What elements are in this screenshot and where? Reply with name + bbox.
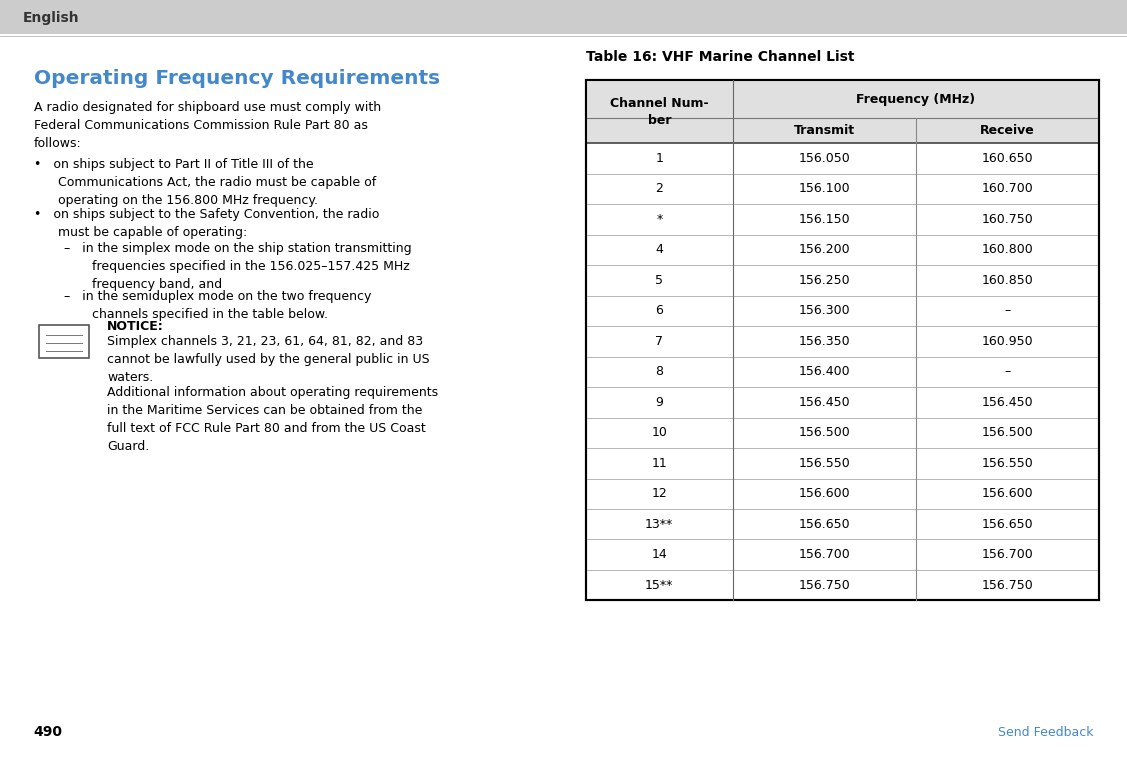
Text: 14: 14 [651, 548, 667, 562]
Bar [39, 325, 89, 358]
Text: 160.750: 160.750 [982, 213, 1033, 226]
Text: 11: 11 [651, 456, 667, 470]
Text: English: English [23, 11, 79, 24]
Text: Simplex channels 3, 21, 23, 61, 64, 81, 82, and 83
cannot be lawfully used by th: Simplex channels 3, 21, 23, 61, 64, 81, … [107, 335, 429, 384]
Text: Channel Num-
ber: Channel Num- ber [610, 97, 709, 126]
Bar [586, 80, 1099, 143]
Text: 156.500: 156.500 [799, 426, 850, 440]
Text: 156.100: 156.100 [799, 182, 850, 196]
Text: 15**: 15** [645, 578, 674, 592]
Text: 9: 9 [656, 395, 663, 409]
Text: 156.300: 156.300 [799, 304, 850, 318]
Text: 156.400: 156.400 [799, 365, 850, 379]
Text: 156.350: 156.350 [799, 335, 850, 348]
Text: •   on ships subject to Part II of Title III of the
      Communications Act, th: • on ships subject to Part II of Title I… [34, 158, 376, 207]
Text: 156.250: 156.250 [799, 274, 850, 287]
Text: 156.600: 156.600 [799, 487, 850, 501]
Text: 160.650: 160.650 [982, 152, 1033, 165]
Text: Transmit: Transmit [793, 124, 855, 137]
Text: 156.650: 156.650 [799, 517, 850, 531]
Text: 156.700: 156.700 [799, 548, 850, 562]
Text: 160.700: 160.700 [982, 182, 1033, 196]
Text: 156.500: 156.500 [982, 426, 1033, 440]
Text: 7: 7 [655, 335, 664, 348]
Bar [586, 80, 1099, 600]
Text: 156.450: 156.450 [982, 395, 1033, 409]
Text: NOTICE:: NOTICE: [107, 320, 163, 333]
Text: *: * [656, 213, 663, 226]
Text: Send Feedback: Send Feedback [997, 726, 1093, 739]
Text: 156.200: 156.200 [799, 243, 850, 257]
Text: Operating Frequency Requirements: Operating Frequency Requirements [34, 69, 440, 88]
Text: 156.750: 156.750 [982, 578, 1033, 592]
Text: 156.650: 156.650 [982, 517, 1033, 531]
Text: –: – [1004, 365, 1011, 379]
Text: 13**: 13** [645, 517, 674, 531]
Text: 4: 4 [656, 243, 663, 257]
Text: 156.550: 156.550 [799, 456, 850, 470]
Text: –: – [1004, 304, 1011, 318]
Text: 160.800: 160.800 [982, 243, 1033, 257]
Text: 156.600: 156.600 [982, 487, 1033, 501]
Text: 10: 10 [651, 426, 667, 440]
Text: 12: 12 [651, 487, 667, 501]
Text: 1: 1 [656, 152, 663, 165]
Text: 156.450: 156.450 [799, 395, 850, 409]
Text: 156.150: 156.150 [799, 213, 850, 226]
Text: 490: 490 [34, 725, 63, 739]
Text: 156.700: 156.700 [982, 548, 1033, 562]
Text: 160.950: 160.950 [982, 335, 1033, 348]
Text: 160.850: 160.850 [982, 274, 1033, 287]
Text: Additional information about operating requirements
in the Maritime Services can: Additional information about operating r… [107, 386, 438, 453]
Text: Table 16: VHF Marine Channel List: Table 16: VHF Marine Channel List [586, 50, 854, 63]
Text: A radio designated for shipboard use must comply with
Federal Communications Com: A radio designated for shipboard use mus… [34, 101, 381, 149]
Text: 2: 2 [656, 182, 663, 196]
Text: 156.750: 156.750 [799, 578, 850, 592]
Text: –   in the semiduplex mode on the two frequency
         channels specified in t: – in the semiduplex mode on the two freq… [56, 290, 372, 321]
Text: 156.550: 156.550 [982, 456, 1033, 470]
Text: Frequency (MHz): Frequency (MHz) [857, 92, 975, 106]
Text: 5: 5 [655, 274, 664, 287]
Text: 8: 8 [655, 365, 664, 379]
Text: 6: 6 [656, 304, 663, 318]
Text: Receive: Receive [980, 124, 1035, 137]
Text: •   on ships subject to the Safety Convention, the radio
      must be capable o: • on ships subject to the Safety Convent… [34, 208, 379, 239]
Text: 156.050: 156.050 [799, 152, 850, 165]
Bar [0, 0, 1127, 34]
Text: –   in the simplex mode on the ship station transmitting
         frequencies sp: – in the simplex mode on the ship statio… [56, 242, 412, 291]
